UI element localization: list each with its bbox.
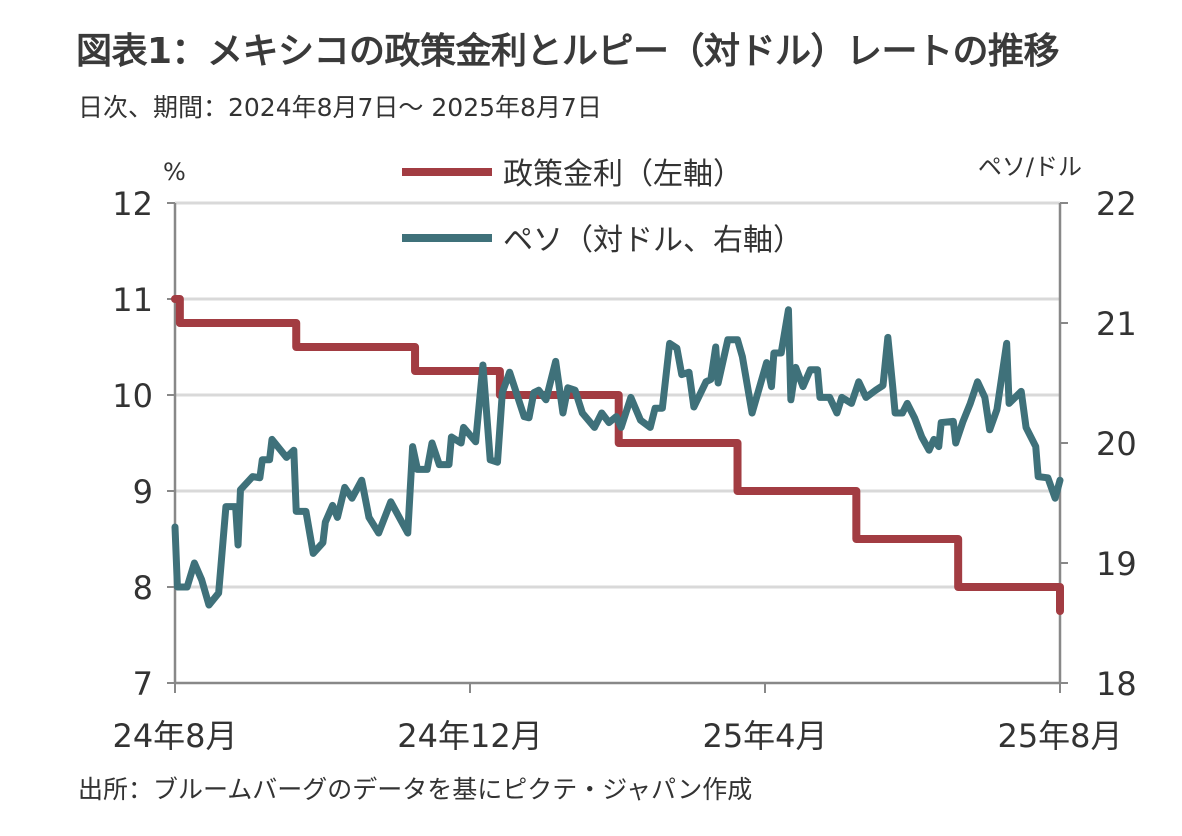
y-right-tick-label: 19 xyxy=(1096,545,1137,583)
subtitle: 日次、期間：2024年8月7日～ 2025年8月7日 xyxy=(78,93,602,122)
y-right-tick-label: 20 xyxy=(1096,425,1137,463)
x-tick-label: 24年12月 xyxy=(397,717,542,755)
x-tick-label: 24年8月 xyxy=(112,717,237,755)
x-tick-label: 25年8月 xyxy=(997,717,1122,755)
y-right-axis-title: ペソ/ドル xyxy=(978,153,1082,181)
source-note: 出所：ブルームバーグのデータを基にピクテ・ジャパン作成 xyxy=(78,775,753,804)
page-title: 図表1：メキシコの政策金利とルピー（対ドル）レートの推移 xyxy=(76,31,1060,72)
y-left-tick-label: 7 xyxy=(133,665,153,703)
y-left-tick-label: 11 xyxy=(112,281,153,319)
y-left-tick-label: 9 xyxy=(133,473,153,511)
legend-label-peso: ペソ（対ドル、右軸） xyxy=(503,223,803,258)
y-right-tick-label: 21 xyxy=(1096,305,1137,343)
series-lines xyxy=(171,295,1064,615)
y-left-tick-label: 8 xyxy=(133,569,153,607)
legend-label-policy-rate: 政策金利（左軸） xyxy=(503,157,743,192)
peso-line xyxy=(171,306,1064,609)
y-right-tick-label: 22 xyxy=(1096,185,1137,223)
legend: 政策金利（左軸） ペソ（対ドル、右軸） xyxy=(402,157,803,258)
y-right-tick-label: 18 xyxy=(1096,665,1137,703)
x-tick-label: 25年4月 xyxy=(702,717,827,755)
policy-rate-line xyxy=(171,295,1064,615)
axes: 7 8 9 10 11 12 18 19 20 21 22 24年8月 24年12月 25年4月 25年8月 xyxy=(112,185,1136,755)
y-left-tick-label: 12 xyxy=(112,185,153,223)
y-left-axis-title: % xyxy=(163,158,186,186)
y-left-tick-label: 10 xyxy=(112,377,153,415)
